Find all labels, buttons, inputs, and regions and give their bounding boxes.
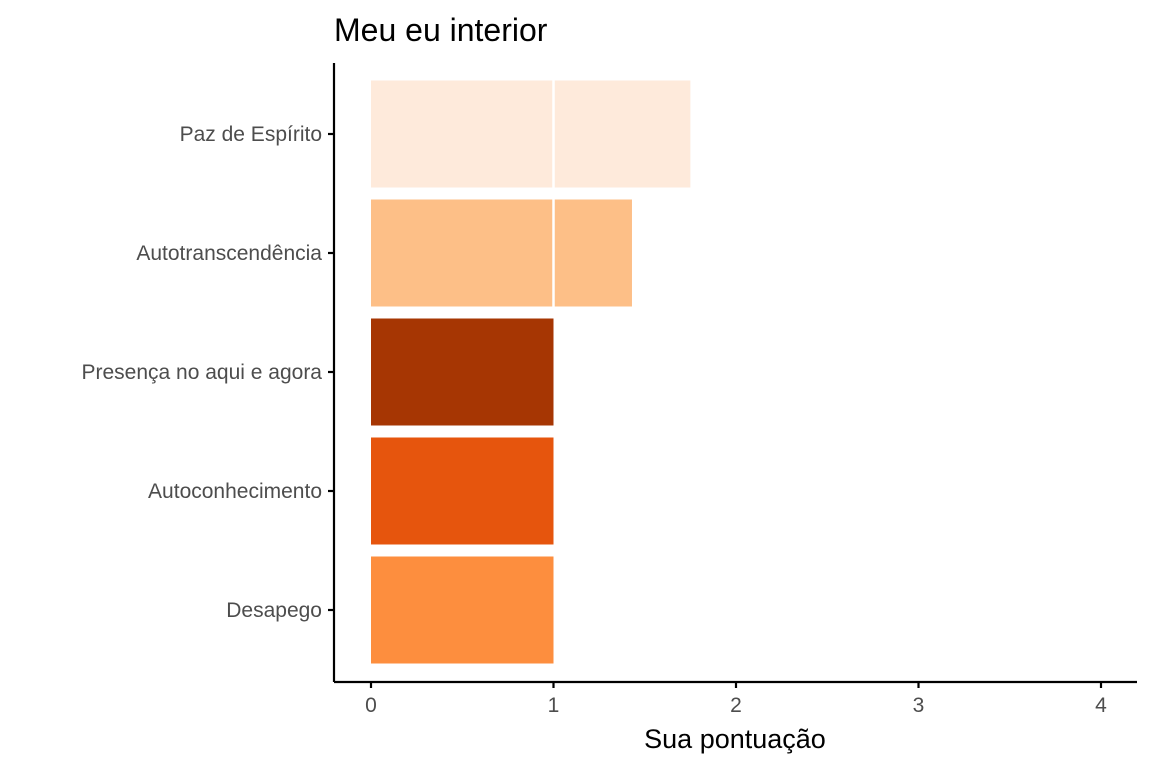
x-tick-label: 4	[1095, 694, 1107, 717]
bar	[371, 556, 554, 664]
y-tick-label: Autotranscendência	[136, 242, 322, 265]
x-tick-label: 1	[548, 694, 560, 717]
y-tick-label: Presença no aqui e agora	[81, 361, 322, 384]
y-axis: Paz de Espírito Autotranscendência Presenç…	[81, 63, 336, 682]
bar	[371, 318, 554, 426]
x-tick-label: 2	[730, 694, 742, 717]
y-tick-label: Paz de Espírito	[180, 123, 322, 146]
y-tick-label: Desapego	[226, 599, 322, 622]
bars-group	[371, 80, 691, 664]
bar	[371, 437, 554, 545]
x-axis: 0 1 2 3 4	[334, 680, 1137, 717]
x-axis-label: Sua pontuação	[644, 724, 826, 754]
x-tick-label: 3	[913, 694, 925, 717]
x-tick-label: 0	[365, 694, 377, 717]
y-tick-label: Autoconhecimento	[148, 480, 322, 503]
bar	[371, 80, 691, 188]
chart-title: Meu eu interior	[334, 12, 548, 48]
bar	[371, 199, 632, 307]
